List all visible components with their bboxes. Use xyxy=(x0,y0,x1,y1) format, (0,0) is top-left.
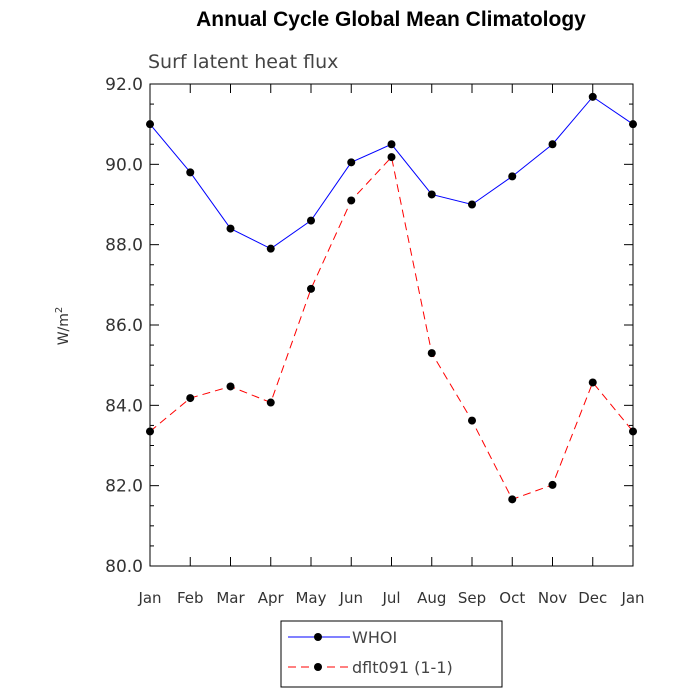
y-tick-label: 90.0 xyxy=(105,155,143,175)
legend-marker-2 xyxy=(314,663,322,671)
legend-label-1: WHOI xyxy=(352,628,397,647)
data-point xyxy=(427,349,436,358)
x-tick-label: Oct xyxy=(499,589,525,607)
data-point xyxy=(347,158,356,167)
data-point xyxy=(468,200,476,209)
data-point xyxy=(508,495,517,504)
x-tick-label: Mar xyxy=(216,589,245,607)
x-tick-label: Feb xyxy=(177,589,204,607)
legend-label-2: dflt091 (1-1) xyxy=(352,658,453,677)
y-axis-label: W/m2 xyxy=(54,307,72,346)
data-point xyxy=(588,378,597,387)
data-point xyxy=(146,427,154,436)
data-point xyxy=(468,416,476,425)
y-tick-label: 88.0 xyxy=(105,236,143,256)
series-line-1 xyxy=(149,96,634,250)
y-axis-label-superscript: 2 xyxy=(54,307,65,313)
data-point xyxy=(266,398,275,407)
x-tick-label: Jul xyxy=(381,589,400,607)
y-tick-label: 84.0 xyxy=(105,396,143,416)
x-tick-label: Apr xyxy=(258,589,285,607)
data-point xyxy=(307,216,315,225)
x-tick-label: Jun xyxy=(339,589,363,607)
data-point xyxy=(186,168,195,177)
x-tick-label: May xyxy=(295,589,326,607)
data-point xyxy=(548,480,557,489)
data-point xyxy=(186,394,195,403)
x-tick-label: Sep xyxy=(458,589,486,607)
chart-subtitle: Surf latent heat flux xyxy=(148,51,338,73)
x-tick-label: Jan xyxy=(620,589,644,607)
y-tick-label: 92.0 xyxy=(105,75,143,95)
y-tick-label: 80.0 xyxy=(105,557,143,577)
data-point xyxy=(387,140,396,149)
axis-ticks xyxy=(149,83,634,567)
y-tick-label: 82.0 xyxy=(105,477,143,497)
x-tick-label: Dec xyxy=(578,589,607,607)
chart-title: Annual Cycle Global Mean Climatology xyxy=(196,8,586,31)
legend: WHOI dflt091 (1-1) xyxy=(280,620,503,688)
data-point xyxy=(629,120,637,129)
data-point xyxy=(387,153,396,162)
y-tick-labels: 80.0 82.0 84.0 86.0 88.0 90.0 92.0 xyxy=(105,75,143,577)
y-axis-label-text: W/m xyxy=(56,313,72,345)
data-point xyxy=(347,196,356,205)
data-point xyxy=(307,284,315,293)
data-point xyxy=(548,140,557,149)
legend-marker-1 xyxy=(314,633,322,641)
data-point xyxy=(508,172,517,181)
data-point xyxy=(266,244,275,253)
data-point xyxy=(629,427,637,436)
x-tick-labels: Jan Feb Mar Apr May Jun Jul Aug Sep Oct Nov Dec Jan xyxy=(137,589,644,607)
y-tick-label: 86.0 xyxy=(105,316,143,336)
x-tick-label: Jan xyxy=(137,589,161,607)
series-layer xyxy=(146,92,637,504)
data-point xyxy=(226,382,235,391)
data-point xyxy=(588,92,597,101)
x-tick-label: Aug xyxy=(417,589,446,607)
x-tick-label: Nov xyxy=(538,589,567,607)
legend-box xyxy=(280,620,503,688)
data-point xyxy=(226,224,235,233)
data-point xyxy=(146,120,154,129)
data-point xyxy=(427,190,436,199)
series-line-2 xyxy=(149,156,634,500)
